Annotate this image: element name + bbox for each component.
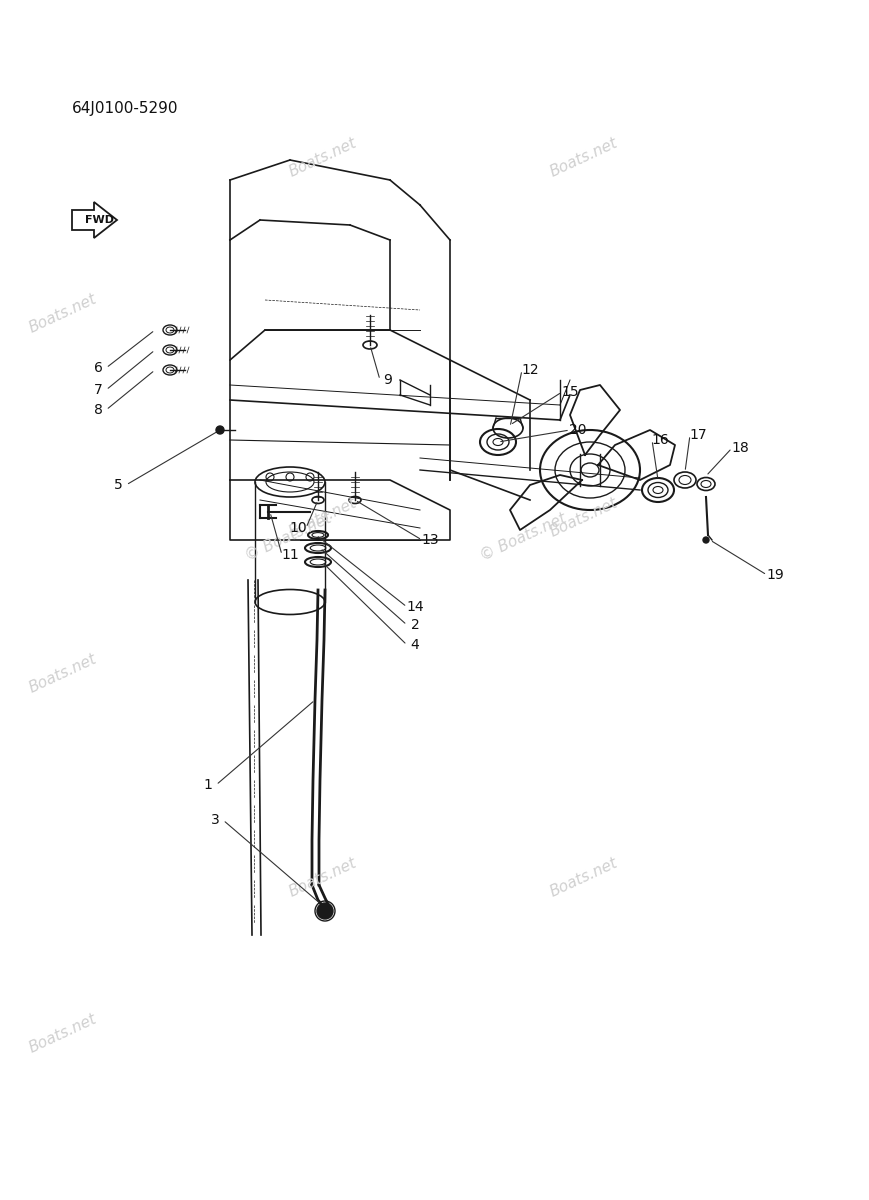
Text: 64J0100-5290: 64J0100-5290 (72, 101, 178, 115)
Text: Boats.net: Boats.net (26, 652, 99, 696)
Text: 6: 6 (94, 361, 103, 374)
Text: © Boats.net: © Boats.net (243, 511, 335, 564)
Text: Boats.net: Boats.net (287, 496, 360, 540)
Text: 4: 4 (411, 638, 420, 652)
Text: 18: 18 (731, 440, 749, 455)
Text: Boats.net: Boats.net (287, 856, 360, 900)
Text: 10: 10 (289, 521, 307, 535)
Text: © Boats.net: © Boats.net (478, 511, 569, 564)
Text: 13: 13 (421, 533, 439, 547)
Text: Boats.net: Boats.net (547, 136, 620, 180)
Text: 16: 16 (651, 433, 669, 446)
Text: Boats.net: Boats.net (547, 856, 620, 900)
Text: 17: 17 (689, 428, 706, 442)
Text: Boats.net: Boats.net (547, 496, 620, 540)
Text: 7: 7 (94, 383, 103, 397)
Text: 14: 14 (406, 600, 424, 614)
Text: 3: 3 (210, 814, 219, 827)
Circle shape (317, 902, 333, 919)
Text: 2: 2 (411, 618, 420, 632)
Text: 15: 15 (561, 385, 579, 398)
Circle shape (703, 538, 709, 542)
Circle shape (216, 426, 224, 434)
Text: Boats.net: Boats.net (26, 292, 99, 336)
Text: 1: 1 (203, 778, 212, 792)
Text: 19: 19 (766, 568, 784, 582)
Text: Boats.net: Boats.net (287, 136, 360, 180)
Text: 12: 12 (521, 362, 539, 377)
Text: FWD: FWD (85, 215, 115, 226)
Text: 8: 8 (94, 403, 103, 416)
Text: 9: 9 (383, 373, 393, 386)
Text: Boats.net: Boats.net (26, 1012, 99, 1056)
Text: 20: 20 (569, 422, 587, 437)
Text: 11: 11 (282, 548, 299, 562)
Text: 5: 5 (114, 478, 123, 492)
